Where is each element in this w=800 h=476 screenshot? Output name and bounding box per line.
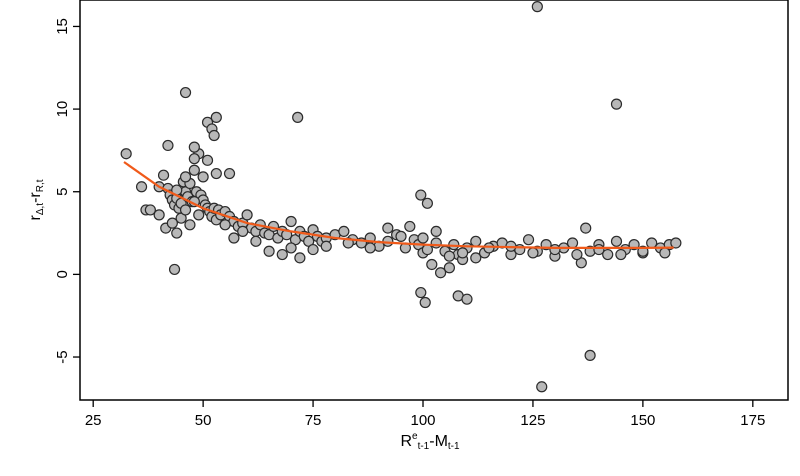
- data-point: [470, 235, 482, 247]
- data-point: [188, 153, 200, 165]
- data-point: [193, 209, 205, 221]
- data-point: [276, 248, 288, 261]
- data-point: [157, 169, 170, 181]
- data-point: [201, 154, 214, 166]
- data-point: [549, 243, 561, 256]
- data-point: [382, 222, 394, 234]
- data-point: [610, 98, 623, 110]
- data-point: [188, 141, 200, 153]
- data-point: [120, 148, 132, 160]
- data-point: [241, 209, 253, 221]
- data-point: [483, 242, 495, 254]
- data-point: [395, 230, 407, 242]
- x-tick-label: 175: [740, 412, 765, 429]
- data-point: [364, 242, 376, 254]
- data-point: [179, 171, 192, 183]
- y-tick-label: 5: [54, 188, 71, 196]
- data-point: [470, 252, 482, 264]
- data-point: [527, 247, 539, 259]
- data-point: [426, 258, 438, 271]
- data-point: [434, 267, 447, 279]
- data-point: [580, 222, 592, 234]
- data-point: [566, 237, 579, 249]
- data-point: [292, 111, 304, 123]
- data-point: [522, 234, 535, 246]
- data-point: [430, 225, 442, 238]
- data-point: [228, 232, 240, 244]
- data-point: [602, 248, 614, 261]
- data-point: [584, 349, 596, 361]
- data-point: [456, 247, 469, 259]
- data-point: [415, 286, 427, 299]
- data-point: [571, 248, 583, 261]
- data-point: [461, 293, 473, 305]
- y-axis: -5 0 5 10 15: [54, 18, 80, 364]
- data-point: [404, 220, 416, 233]
- data-point: [153, 209, 165, 221]
- data-point: [208, 129, 220, 142]
- data-point: [219, 219, 231, 231]
- data-point: [421, 197, 434, 209]
- data-point: [610, 235, 623, 247]
- x-tick-label: 50: [195, 412, 212, 429]
- data-point: [135, 181, 148, 193]
- data-point: [421, 243, 434, 256]
- data-point: [144, 204, 156, 216]
- data-point: [417, 232, 429, 244]
- data-point: [285, 215, 297, 228]
- data-point: [670, 237, 682, 249]
- x-tick-label: 75: [305, 412, 322, 429]
- data-point: [210, 167, 222, 180]
- x-axis: 25 50 75 100 125 150 175: [85, 400, 765, 429]
- data-point: [443, 262, 455, 274]
- data-point: [593, 243, 605, 256]
- data-points: [120, 1, 682, 393]
- y-axis-title: rΔ,t-rR,t: [27, 179, 46, 220]
- x-tick-label: 25: [85, 412, 102, 429]
- data-point: [285, 242, 297, 254]
- data-point: [419, 296, 431, 309]
- data-point: [237, 225, 249, 238]
- data-point: [443, 250, 455, 262]
- plot-frame: [79, 0, 789, 401]
- data-point: [430, 237, 442, 249]
- data-point: [179, 86, 192, 99]
- data-point: [338, 225, 350, 238]
- data-point: [320, 240, 332, 252]
- data-point: [197, 171, 209, 183]
- data-point: [162, 139, 174, 152]
- data-point: [250, 235, 262, 247]
- x-tick-label: 125: [520, 412, 545, 429]
- data-point: [294, 252, 306, 264]
- y-tick-label: 10: [54, 101, 71, 118]
- data-point: [263, 245, 275, 257]
- data-point: [188, 164, 200, 176]
- data-point: [166, 217, 178, 229]
- data-point: [179, 204, 192, 216]
- y-tick-label: 0: [54, 270, 71, 278]
- data-point: [210, 111, 222, 123]
- x-tick-label: 100: [410, 412, 435, 429]
- data-point: [184, 219, 196, 231]
- y-tick-label: -5: [54, 350, 71, 363]
- x-tick-label: 150: [630, 412, 655, 429]
- data-point: [531, 1, 543, 13]
- y-tick-label: 15: [54, 18, 71, 35]
- fitted-curve: [123, 161, 674, 249]
- data-point: [171, 227, 183, 239]
- data-point: [615, 248, 627, 261]
- data-point: [659, 247, 671, 259]
- data-point: [415, 189, 427, 201]
- data-point: [536, 381, 548, 393]
- data-point: [307, 243, 319, 256]
- data-point: [223, 167, 236, 180]
- data-point: [168, 263, 181, 276]
- x-axis-title: Ret-1-Mt-1: [400, 431, 460, 452]
